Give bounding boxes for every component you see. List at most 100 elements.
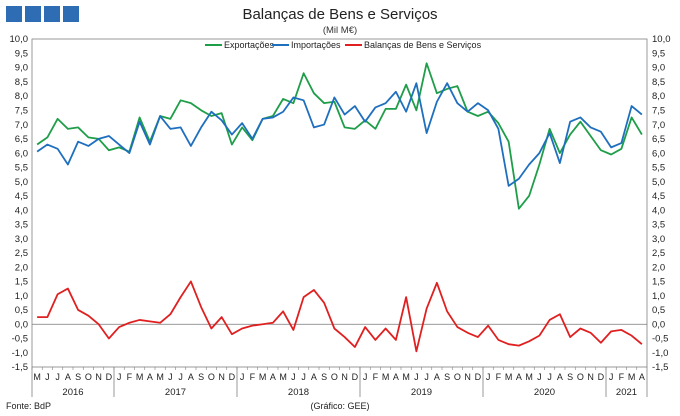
- month-label: J: [45, 372, 50, 382]
- chart-title: Balanças de Bens e Serviços: [242, 6, 437, 23]
- y-tick-right: 2,0: [652, 262, 665, 273]
- y-tick-left: 6,0: [15, 148, 28, 159]
- y-tick-right: 6,5: [652, 134, 665, 145]
- month-label: M: [402, 372, 410, 382]
- y-tick-right: 2,5: [652, 248, 665, 259]
- month-label: F: [496, 372, 502, 382]
- y-tick-right: 3,5: [652, 220, 665, 231]
- y-tick-right: 4,5: [652, 191, 665, 202]
- month-label: F: [619, 372, 625, 382]
- month-label: J: [424, 372, 429, 382]
- y-tick-left: 0,0: [15, 319, 28, 330]
- month-label: A: [65, 372, 71, 382]
- y-tick-right: 5,5: [652, 163, 665, 174]
- month-label: M: [156, 372, 164, 382]
- year-label: 2017: [165, 387, 186, 398]
- y-tick-right: 0,5: [652, 305, 665, 316]
- month-label: O: [331, 372, 338, 382]
- month-label: J: [178, 372, 183, 382]
- month-label: A: [147, 372, 153, 382]
- corner-square-3: [44, 6, 60, 22]
- month-label: J: [291, 372, 296, 382]
- corner-logo: [6, 6, 79, 22]
- month-label: M: [33, 372, 41, 382]
- month-label: D: [352, 372, 359, 382]
- legend: Exportações Importações Balanças de Bens…: [205, 40, 482, 50]
- y-tick-left: 1,5: [15, 277, 28, 288]
- y-tick-right: 8,5: [652, 77, 665, 88]
- y-tick-left: -0,5: [12, 334, 28, 345]
- month-label: J: [537, 372, 542, 382]
- y-tick-right: 8,0: [652, 91, 665, 102]
- month-label: N: [218, 372, 225, 382]
- month-label: M: [382, 372, 390, 382]
- month-label: A: [188, 372, 194, 382]
- month-label: D: [598, 372, 605, 382]
- month-label: O: [454, 372, 461, 382]
- y-tick-right: 1,0: [652, 291, 665, 302]
- month-label: A: [311, 372, 317, 382]
- month-label: A: [557, 372, 563, 382]
- credit-note: (Gráfico: GEE): [310, 401, 369, 411]
- month-label: J: [240, 372, 245, 382]
- y-tick-left: 5,5: [15, 163, 28, 174]
- series-line-balanca: [37, 280, 643, 353]
- y-tick-right: 4,0: [652, 205, 665, 216]
- month-label: D: [475, 372, 482, 382]
- month-label: J: [547, 372, 552, 382]
- month-label: O: [208, 372, 215, 382]
- month-label: O: [577, 372, 584, 382]
- y-tick-right: -1,5: [652, 362, 668, 373]
- y-tick-left: 1,0: [15, 291, 28, 302]
- series-layer: [36, 62, 643, 353]
- month-label: D: [106, 372, 113, 382]
- y-tick-right: -0,5: [652, 334, 668, 345]
- y-tick-right: 10,0: [652, 34, 671, 45]
- y-tick-right: 7,5: [652, 106, 665, 117]
- left-y-axis: 10,0 9,5 9,0 8,5 8,0 7,5 7,0 6,5 6,0 5,5 5,0 4,5 4,0…: [10, 34, 29, 373]
- legend-label-importacoes: Importações: [291, 40, 341, 50]
- y-tick-left: 8,5: [15, 77, 28, 88]
- month-label: M: [279, 372, 287, 382]
- legend-label-exportacoes: Exportações: [224, 40, 275, 50]
- y-tick-left: 5,0: [15, 177, 28, 188]
- y-tick-left: 9,5: [15, 48, 28, 59]
- month-label: J: [486, 372, 491, 382]
- source-note: Fonte: BdP: [6, 401, 51, 411]
- year-label: 2019: [411, 387, 432, 398]
- y-tick-left: 6,5: [15, 134, 28, 145]
- month-label: M: [505, 372, 513, 382]
- year-label: 2018: [288, 387, 309, 398]
- month-label: D: [229, 372, 236, 382]
- month-label: N: [464, 372, 471, 382]
- month-label: O: [85, 372, 92, 382]
- y-tick-right: 3,0: [652, 234, 665, 245]
- month-label: J: [55, 372, 60, 382]
- legend-label-balanca: Balanças de Bens e Serviços: [364, 40, 482, 50]
- month-label: N: [587, 372, 594, 382]
- month-label: S: [321, 372, 327, 382]
- y-tick-left: 9,0: [15, 63, 28, 74]
- month-label: F: [250, 372, 256, 382]
- month-label: S: [567, 372, 573, 382]
- month-label: M: [525, 372, 533, 382]
- month-label: M: [628, 372, 636, 382]
- y-tick-left: 4,5: [15, 191, 28, 202]
- month-label: N: [95, 372, 102, 382]
- y-tick-left: 4,0: [15, 205, 28, 216]
- y-tick-right: 5,0: [652, 177, 665, 188]
- y-tick-left: 2,0: [15, 262, 28, 273]
- right-y-axis: 10,0 9,5 9,0 8,5 8,0 7,5 7,0 6,5 6,0 5,5 5,0 4,5 4,0…: [652, 34, 671, 373]
- month-label: J: [363, 372, 368, 382]
- month-label: A: [270, 372, 276, 382]
- series-line-importacoes: [36, 82, 643, 187]
- y-tick-left: 8,0: [15, 91, 28, 102]
- y-tick-right: 1,5: [652, 277, 665, 288]
- y-tick-right: 9,5: [652, 48, 665, 59]
- y-tick-left: -1,0: [12, 348, 28, 359]
- y-tick-left: 7,5: [15, 106, 28, 117]
- month-label: M: [259, 372, 267, 382]
- corner-square-1: [6, 6, 22, 22]
